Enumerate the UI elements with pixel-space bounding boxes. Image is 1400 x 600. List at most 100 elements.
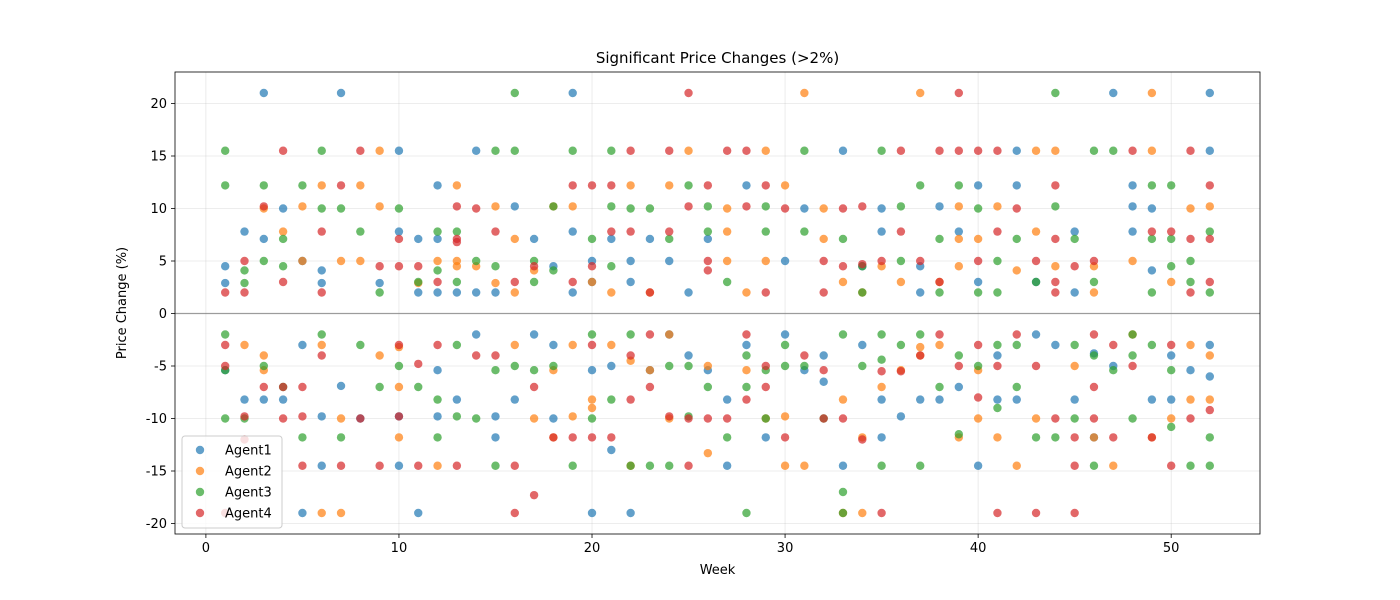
data-point [954,146,964,155]
data-point [703,227,713,236]
data-point [220,146,230,155]
data-point [1186,204,1195,213]
data-points [220,88,1215,518]
data-point [414,461,423,470]
data-point [336,461,346,470]
data-point [626,181,635,190]
data-point [1012,234,1021,244]
data-point [742,330,751,339]
data-point [1166,395,1176,404]
data-point [1089,256,1099,266]
data-point [780,461,790,470]
data-point [993,403,1002,413]
data-point [665,361,674,371]
data-point [819,414,828,423]
data-point [1070,508,1079,518]
data-point [626,395,635,404]
data-point [1205,277,1215,287]
data-point [1070,234,1079,244]
data-point [1051,340,1060,350]
data-point [587,366,597,375]
series-agent3 [220,88,1215,518]
data-point [935,234,944,244]
data-point [568,412,577,421]
data-point [665,330,674,339]
data-point [1205,351,1215,360]
data-point [298,461,307,470]
data-point [819,234,828,244]
data-point [433,340,442,350]
data-point [916,88,925,98]
y-tick-label: 0 [159,307,167,322]
data-point [896,277,906,287]
data-point [684,181,693,190]
data-point [1070,288,1079,297]
data-point [491,351,500,360]
data-point [703,448,713,458]
data-point [587,508,597,518]
data-point [317,412,326,421]
data-point [645,461,655,470]
data-point [240,395,249,404]
data-point [278,395,288,404]
data-point [1166,340,1176,350]
data-point [780,256,790,266]
data-point [356,414,365,423]
data-point [1147,227,1157,236]
data-point [838,414,848,423]
data-point [510,146,519,155]
data-point [780,340,790,350]
data-point [819,351,828,360]
data-point [973,361,983,371]
data-point [1051,433,1060,442]
data-point [1166,234,1176,244]
data-point [722,277,732,287]
data-point [510,88,519,98]
data-point [1070,262,1079,271]
data-point [529,414,539,423]
data-point [1205,146,1215,155]
data-point [800,227,809,236]
data-point [510,202,519,211]
data-point [665,256,674,266]
data-point [1147,88,1157,98]
x-tick-label: 0 [202,541,210,556]
data-point [1109,461,1118,470]
data-point [761,414,770,423]
data-point [665,461,674,470]
data-point [240,256,249,266]
data-point [1205,340,1215,350]
data-point [240,266,249,275]
data-point [1128,330,1137,339]
data-point [858,202,867,211]
legend-marker [195,487,205,497]
data-point [954,227,964,236]
data-point [220,414,230,423]
x-tick-label: 50 [1163,541,1180,556]
data-point [703,382,713,392]
data-point [780,433,790,442]
data-point [587,403,597,413]
data-point [838,487,848,497]
data-point [414,288,423,297]
data-point [317,181,326,190]
data-point [761,256,770,266]
data-point [1031,414,1041,423]
data-point [877,204,886,213]
data-point [1012,340,1021,350]
data-point [1128,351,1137,360]
data-point [780,361,790,371]
data-point [1012,382,1021,392]
data-point [452,340,462,350]
data-point [819,377,828,386]
data-point [1089,433,1099,442]
data-point [568,433,577,442]
data-point [259,395,269,404]
data-point [607,202,616,211]
data-point [452,277,462,287]
data-point [993,351,1002,360]
data-point [993,508,1002,518]
data-point [278,262,288,271]
series-agent4 [220,88,1215,518]
data-point [703,414,713,423]
